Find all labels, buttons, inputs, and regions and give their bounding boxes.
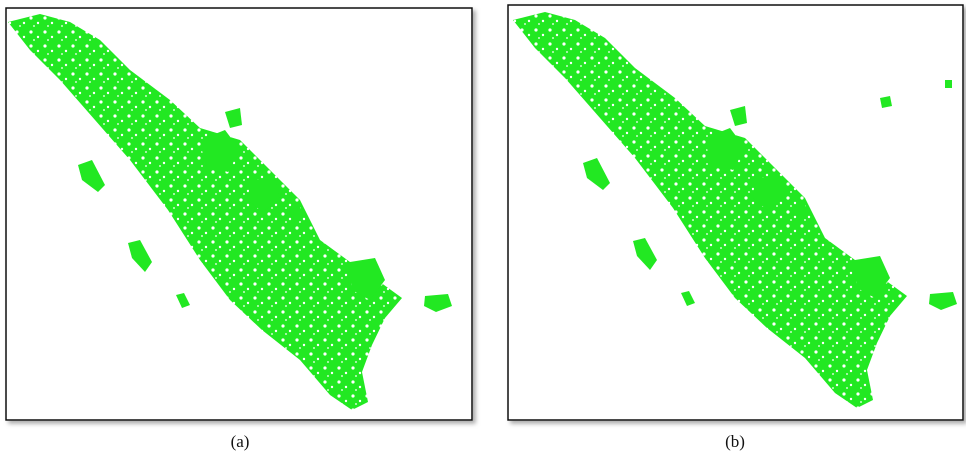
panel-label: (a): [231, 432, 250, 451]
panel-label: (b): [725, 432, 745, 451]
panel-a: (a): [5, 7, 473, 451]
panel-b: (b): [507, 4, 964, 451]
